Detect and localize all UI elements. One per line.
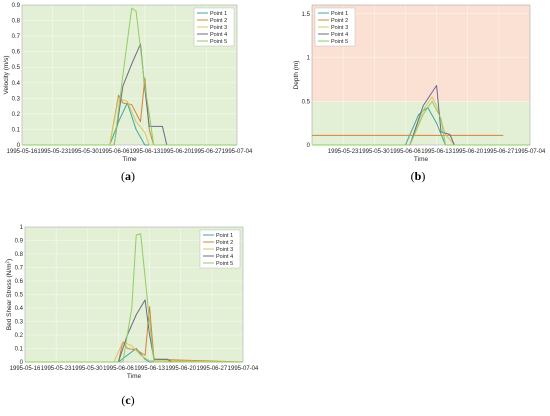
y-tick-label: 0.7	[15, 266, 24, 272]
legend-label: Point 4	[210, 32, 227, 38]
y-tick-label: 1.5	[302, 12, 311, 18]
y-tick-label: 0.6	[12, 50, 21, 56]
y-tick-label: 0	[17, 143, 21, 149]
x-tick-label: 1995-06-06	[390, 149, 421, 155]
x-tick-label: 1995-06-27	[484, 149, 515, 155]
y-tick-label: 0.5	[15, 293, 24, 299]
x-tick-label: 1995-06-06	[99, 149, 130, 155]
x-axis-label: Time	[414, 156, 429, 163]
y-tick-label: 0.3	[12, 96, 21, 102]
figure-caption: (a)	[121, 169, 135, 183]
legend-label: Point 1	[210, 11, 227, 17]
y-axis-label: Bed Shear Stress (N/m2)	[5, 259, 14, 331]
x-tick-label: 1995-06-20	[160, 149, 191, 155]
x-tick-label: 1995-06-27	[197, 366, 228, 372]
x-tick-label: 1995-05-23	[328, 149, 359, 155]
legend-label: Point 1	[331, 11, 348, 17]
legend-label: Point 4	[331, 32, 348, 38]
x-axis-label: Time	[127, 373, 142, 380]
y-tick-label: 0.5	[302, 99, 311, 105]
x-tick-label: 1995-07-04	[222, 149, 253, 155]
x-tick-label: 1995-06-20	[452, 149, 483, 155]
x-tick-label: 1995-06-06	[103, 366, 134, 372]
series-line-point-5	[22, 7, 237, 146]
y-tick-label: 0.9	[12, 3, 21, 9]
y-tick-label: 1	[307, 56, 311, 62]
y-tick-label: 0	[20, 360, 24, 366]
y-tick-label: 0.8	[15, 252, 24, 258]
x-tick-label: 1995-05-16	[7, 149, 38, 155]
legend-label: Point 2	[216, 240, 233, 246]
y-tick-label: 0.4	[15, 306, 24, 312]
x-tick-label: 1995-06-13	[134, 366, 165, 372]
series-line-point-4	[312, 85, 530, 146]
series-line-point-1	[22, 102, 237, 146]
x-tick-label: 1995-06-27	[191, 149, 222, 155]
y-tick-label: 0.8	[12, 19, 21, 25]
legend-label: Point 1	[216, 233, 233, 239]
legend-label: Point 5	[210, 39, 227, 45]
y-tick-label: 0.2	[12, 112, 21, 118]
y-tick-label: 0.5	[12, 65, 21, 71]
x-tick-label: 1995-05-30	[72, 366, 103, 372]
y-tick-label: 1	[20, 225, 24, 231]
y-tick-label: 0.3	[15, 320, 24, 326]
y-tick-label: 0.9	[15, 239, 24, 245]
x-tick-label: 1995-05-23	[41, 366, 72, 372]
x-tick-label: 1995-06-13	[421, 149, 452, 155]
y-tick-label: 0	[307, 143, 311, 149]
x-tick-label: 1995-07-04	[228, 366, 259, 372]
y-tick-label: 0.2	[15, 333, 24, 339]
series-line-point-5	[25, 233, 243, 363]
y-axis-label: Depth (m)	[293, 61, 300, 90]
axes-frame	[24, 226, 244, 363]
legend-label: Point 2	[331, 18, 348, 24]
x-tick-label: 1995-05-30	[359, 149, 390, 155]
legend-label: Point 5	[216, 261, 233, 267]
x-tick-label: 1995-05-30	[68, 149, 99, 155]
x-tick-label: 1995-06-20	[165, 366, 196, 372]
figure-caption: (b)	[411, 169, 426, 183]
legend-label: Point 2	[210, 18, 227, 24]
series-line-point-3	[22, 97, 237, 146]
x-tick-label: 1995-05-16	[10, 366, 41, 372]
legend-label: Point 3	[216, 247, 233, 253]
figure-caption: (c)	[121, 393, 134, 407]
background-band	[312, 101, 530, 145]
axes-frame	[21, 4, 238, 146]
series-line-point-5	[312, 100, 530, 146]
x-tick-label: 1995-05-23	[37, 149, 68, 155]
legend-label: Point 3	[210, 25, 227, 31]
legend-label: Point 4	[216, 254, 233, 260]
y-tick-label: 0.6	[15, 279, 24, 285]
y-axis-label: Velocity (m/s)	[3, 55, 10, 94]
axes-frame	[311, 4, 531, 146]
x-axis-label: Time	[122, 156, 137, 163]
y-tick-label: 0.4	[12, 81, 21, 87]
legend-label: Point 3	[331, 25, 348, 31]
y-tick-label: 0.1	[12, 127, 21, 133]
series-line-point-4	[25, 299, 243, 363]
y-tick-label: 0.7	[12, 34, 21, 40]
x-tick-label: 1995-07-04	[515, 149, 546, 155]
y-tick-label: 0.1	[15, 347, 24, 353]
x-tick-label: 1995-06-13	[130, 149, 161, 155]
legend-label: Point 5	[331, 39, 348, 45]
